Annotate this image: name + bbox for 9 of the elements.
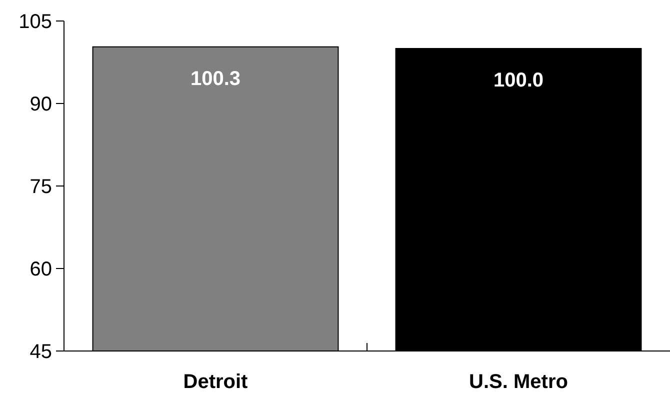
x-tick-label: Detroit [183,371,248,393]
data-label: 100.0 [493,70,544,92]
y-tick-label: 45 [30,341,52,363]
x-tick-label: U.S. Metro [469,371,568,393]
y-tick-label: 90 [30,94,52,116]
y-tick-label: 60 [30,258,52,280]
data-label: 100.3 [190,68,241,90]
y-tick-label: 75 [30,176,52,198]
y-tick-label: 105 [18,11,52,33]
